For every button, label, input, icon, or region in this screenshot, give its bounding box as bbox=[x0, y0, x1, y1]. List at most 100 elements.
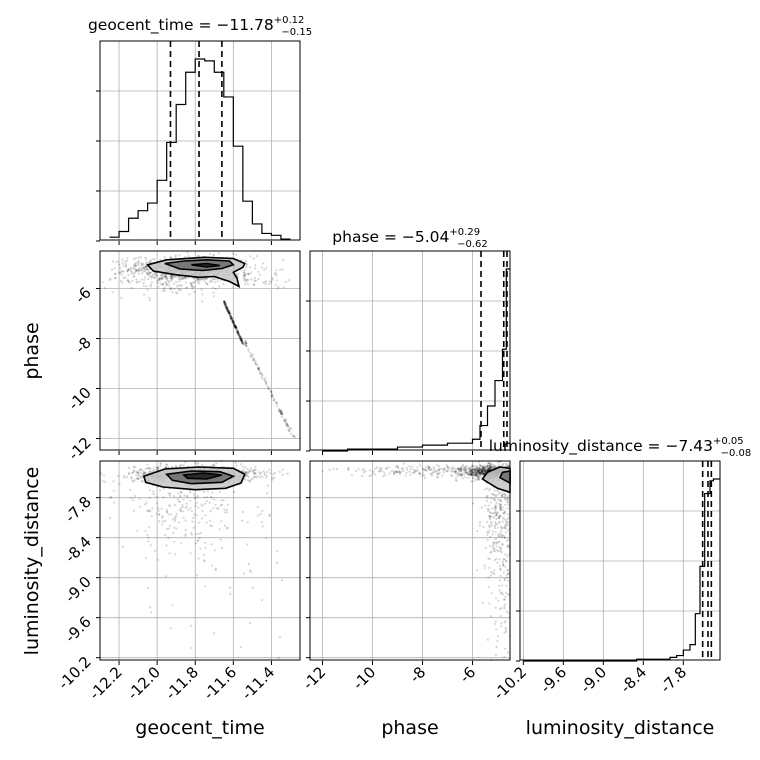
sample-point bbox=[136, 477, 139, 481]
sample-point bbox=[253, 279, 256, 282]
sample-point bbox=[473, 468, 477, 471]
sample-point bbox=[480, 471, 483, 474]
sample-point bbox=[409, 473, 412, 476]
sample-point bbox=[239, 338, 242, 341]
sample-point bbox=[458, 467, 461, 470]
sample-point bbox=[241, 341, 244, 344]
sample-point bbox=[248, 480, 252, 483]
sample-point bbox=[146, 509, 149, 512]
sample-point bbox=[478, 468, 481, 471]
sample-point bbox=[149, 510, 152, 513]
sample-point bbox=[254, 465, 257, 468]
sample-point bbox=[496, 523, 499, 526]
sample-point bbox=[478, 464, 481, 467]
y-axis-label-phase: phase bbox=[21, 322, 43, 379]
sample-point bbox=[377, 470, 381, 473]
sample-point bbox=[115, 261, 118, 264]
sample-point bbox=[111, 260, 115, 263]
sample-point bbox=[230, 317, 233, 320]
sample-point bbox=[486, 465, 489, 468]
sample-point bbox=[471, 472, 474, 475]
sample-point bbox=[506, 463, 509, 466]
sample-point bbox=[138, 280, 141, 283]
sample-point bbox=[473, 468, 476, 471]
sample-point bbox=[438, 469, 441, 472]
sample-point bbox=[478, 521, 482, 524]
sample-point bbox=[224, 303, 227, 307]
sample-point bbox=[469, 468, 473, 472]
sample-point bbox=[144, 503, 147, 506]
sample-point bbox=[184, 276, 187, 279]
sample-point bbox=[467, 467, 470, 470]
panel-frame bbox=[519, 460, 721, 661]
sample-point bbox=[134, 265, 137, 268]
sample-point bbox=[489, 487, 492, 490]
sample-point bbox=[259, 372, 262, 375]
sample-point bbox=[137, 263, 140, 267]
sample-point bbox=[486, 469, 489, 472]
sample-point bbox=[491, 466, 494, 469]
sample-point bbox=[268, 280, 271, 283]
sample-point bbox=[470, 470, 473, 473]
sample-point bbox=[402, 469, 405, 472]
sample-point bbox=[240, 339, 243, 342]
y-tick-label: -7.8 bbox=[61, 493, 94, 526]
sample-point bbox=[242, 342, 245, 345]
sample-point bbox=[232, 320, 235, 323]
sample-point bbox=[504, 497, 507, 500]
sample-point bbox=[170, 256, 173, 259]
sample-point bbox=[126, 257, 129, 260]
sample-point bbox=[478, 469, 481, 472]
sample-point bbox=[488, 466, 491, 469]
grid-lines bbox=[100, 41, 300, 241]
sample-point bbox=[180, 284, 183, 287]
sample-point bbox=[369, 469, 372, 472]
sample-point bbox=[399, 472, 402, 475]
sample-point bbox=[412, 468, 415, 471]
sample-point bbox=[487, 468, 490, 471]
sample-point bbox=[487, 465, 490, 468]
sample-point bbox=[132, 480, 135, 483]
sample-point bbox=[241, 342, 244, 345]
sample-point bbox=[461, 472, 464, 475]
sample-point bbox=[505, 494, 508, 497]
sample-point bbox=[489, 464, 492, 467]
sample-point bbox=[230, 315, 233, 318]
sample-point bbox=[149, 470, 152, 473]
sample-point bbox=[236, 331, 239, 334]
sample-point bbox=[497, 461, 500, 464]
sample-point bbox=[494, 510, 497, 513]
sample-point bbox=[496, 635, 500, 638]
sample-point bbox=[437, 476, 440, 479]
sample-point bbox=[152, 490, 155, 493]
sample-point bbox=[467, 473, 470, 476]
sample-point bbox=[163, 533, 167, 537]
sample-point bbox=[251, 469, 254, 472]
sample-point bbox=[242, 468, 245, 471]
sample-point bbox=[507, 544, 510, 547]
sample-point bbox=[354, 469, 357, 473]
sample-point bbox=[451, 468, 454, 471]
sample-point bbox=[169, 505, 172, 508]
sample-point bbox=[265, 380, 268, 383]
sample-point bbox=[496, 639, 499, 643]
sample-point bbox=[254, 472, 257, 475]
sample-point bbox=[460, 468, 463, 471]
sample-point bbox=[501, 505, 504, 508]
sample-point bbox=[442, 469, 446, 472]
sample-point bbox=[248, 273, 251, 276]
y-tick-label: -10 bbox=[65, 384, 95, 414]
sample-point bbox=[487, 468, 490, 471]
sample-point bbox=[215, 462, 218, 465]
sample-point bbox=[239, 340, 242, 343]
sample-point bbox=[490, 571, 493, 574]
sample-point bbox=[230, 316, 233, 320]
sample-point bbox=[226, 309, 229, 312]
sample-point bbox=[212, 286, 215, 289]
grid-lines bbox=[310, 461, 510, 661]
sample-point bbox=[234, 325, 237, 328]
sample-point bbox=[481, 470, 484, 473]
sample-point bbox=[492, 466, 496, 469]
x-tick-label: -9.6 bbox=[537, 663, 570, 696]
sample-point bbox=[483, 473, 486, 476]
